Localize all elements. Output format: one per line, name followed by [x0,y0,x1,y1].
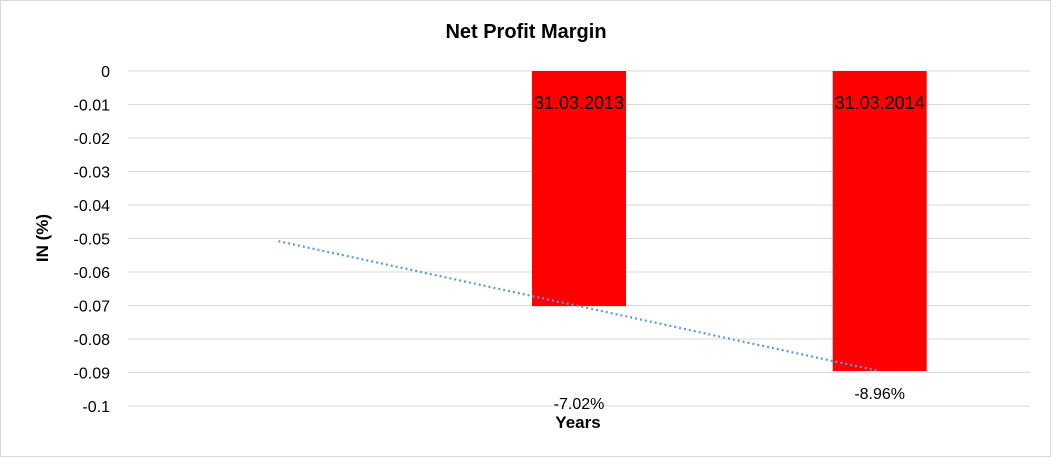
y-tick-label: -0.1 [82,399,110,416]
data-label: -7.02% [554,396,605,413]
y-tick-label: -0.08 [74,332,111,349]
chart-title: Net Profit Margin [445,21,606,43]
bar [532,71,626,307]
y-tick-label: 0 [101,64,110,81]
category-label: 31.03.2013 [534,93,624,113]
y-axis-ticks: 0 -0.01 -0.02 -0.03 -0.04 -0.05 -0.06 -0.07 -0.0… [74,64,111,416]
x-axis-title: Years [555,413,600,432]
y-tick-label: -0.03 [74,165,111,182]
y-tick-label: -0.05 [74,232,111,249]
category-label: 31.03.2014 [835,93,925,113]
y-tick-label: -0.07 [74,299,111,316]
y-tick-label: -0.09 [74,366,111,383]
labels: 31.03.2013 -7.02% 31.03.2014 -8.96% [534,93,925,413]
data-label: -8.96% [854,386,905,403]
y-tick-label: -0.02 [74,131,111,148]
y-axis-title: IN (%) [33,214,52,262]
bars [532,71,927,372]
y-tick-label: -0.06 [74,265,111,282]
bar [832,71,927,372]
y-tick-label: -0.01 [74,98,111,115]
y-tick-label: -0.04 [74,198,111,215]
